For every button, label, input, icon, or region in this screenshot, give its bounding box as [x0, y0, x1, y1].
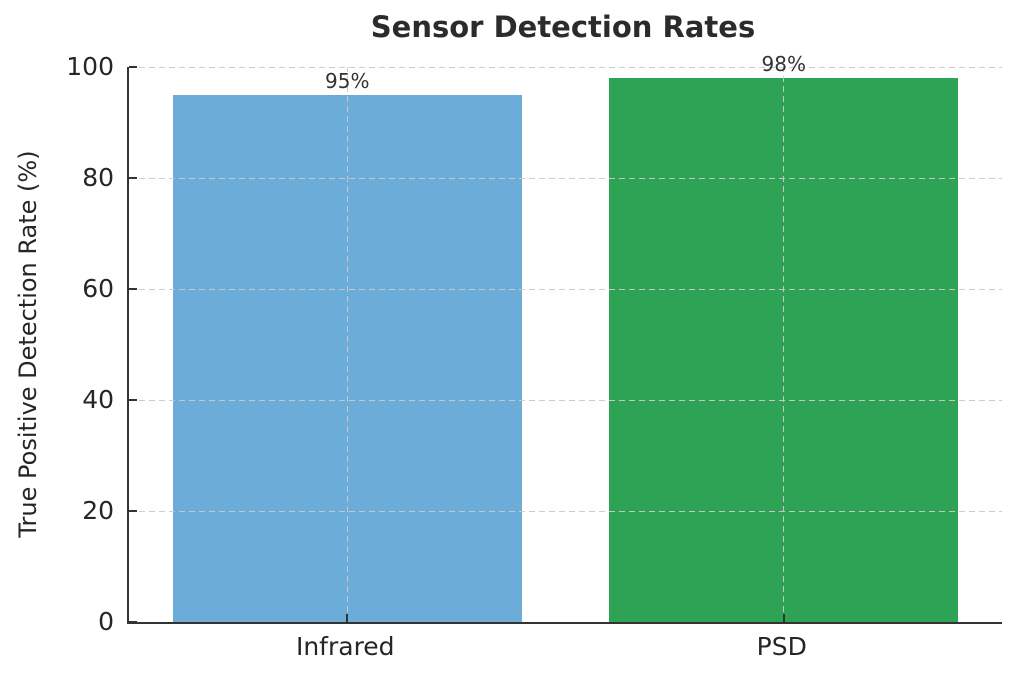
- bar-value-label: 95%: [325, 68, 370, 93]
- x-gridline: [346, 67, 348, 622]
- y-tick-mark: [129, 177, 137, 179]
- y-tick-mark: [129, 621, 137, 623]
- y-gridline: [129, 67, 1002, 68]
- y-gridline: [129, 178, 1002, 179]
- plot-area: 95% 98%: [127, 52, 1002, 624]
- x-gridline: [783, 67, 785, 622]
- y-gridline: [129, 511, 1002, 512]
- y-tick-mark: [129, 510, 137, 512]
- y-tick-mark: [129, 399, 137, 401]
- y-tick-mark: [129, 66, 137, 68]
- y-tick-mark: [129, 288, 137, 290]
- y-gridline: [129, 289, 1002, 290]
- x-tick-label: Infrared: [295, 632, 395, 661]
- y-gridline: [129, 400, 1002, 401]
- bar-value-label: 98%: [761, 52, 806, 77]
- y-tick-label: 100: [66, 52, 114, 81]
- y-tick-label: 60: [82, 274, 114, 303]
- x-tick-mark: [782, 614, 785, 622]
- x-tick-mark: [346, 614, 349, 622]
- chart-title: Sensor Detection Rates: [370, 10, 756, 44]
- y-tick-label: 0: [98, 607, 114, 636]
- y-axis-label: True Positive Detection Rate (%): [14, 150, 42, 538]
- y-tick-label: 40: [82, 385, 114, 414]
- y-tick-label: 80: [82, 163, 114, 192]
- y-tick-label: 20: [82, 496, 114, 525]
- x-tick-label: PSD: [756, 632, 807, 661]
